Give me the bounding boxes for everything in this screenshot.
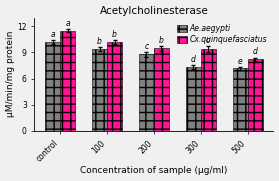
Text: d: d <box>253 47 258 56</box>
X-axis label: Concentration of sample (μg/ml): Concentration of sample (μg/ml) <box>80 167 228 175</box>
Bar <box>92 49 107 131</box>
Text: c: c <box>144 42 149 51</box>
Text: b: b <box>97 37 102 46</box>
Text: a: a <box>66 19 70 28</box>
Y-axis label: μM/min/mg protein: μM/min/mg protein <box>6 31 15 117</box>
Text: c: c <box>206 36 210 45</box>
Text: d: d <box>191 55 196 64</box>
Bar <box>247 59 263 131</box>
Bar <box>107 42 122 131</box>
Bar <box>45 42 60 131</box>
Bar <box>201 49 216 131</box>
Text: e: e <box>238 56 242 66</box>
Bar <box>139 54 154 131</box>
Bar <box>186 67 201 131</box>
Title: Acetylcholinesterase: Acetylcholinesterase <box>100 6 208 16</box>
Text: b: b <box>112 30 117 39</box>
Legend: Ae.aegypti, Cx.quinquefasciatus: Ae.aegypti, Cx.quinquefasciatus <box>175 22 270 46</box>
Text: a: a <box>50 30 55 39</box>
Bar <box>154 48 169 131</box>
Bar <box>60 31 75 131</box>
Text: b: b <box>159 36 164 45</box>
Bar <box>233 68 247 131</box>
